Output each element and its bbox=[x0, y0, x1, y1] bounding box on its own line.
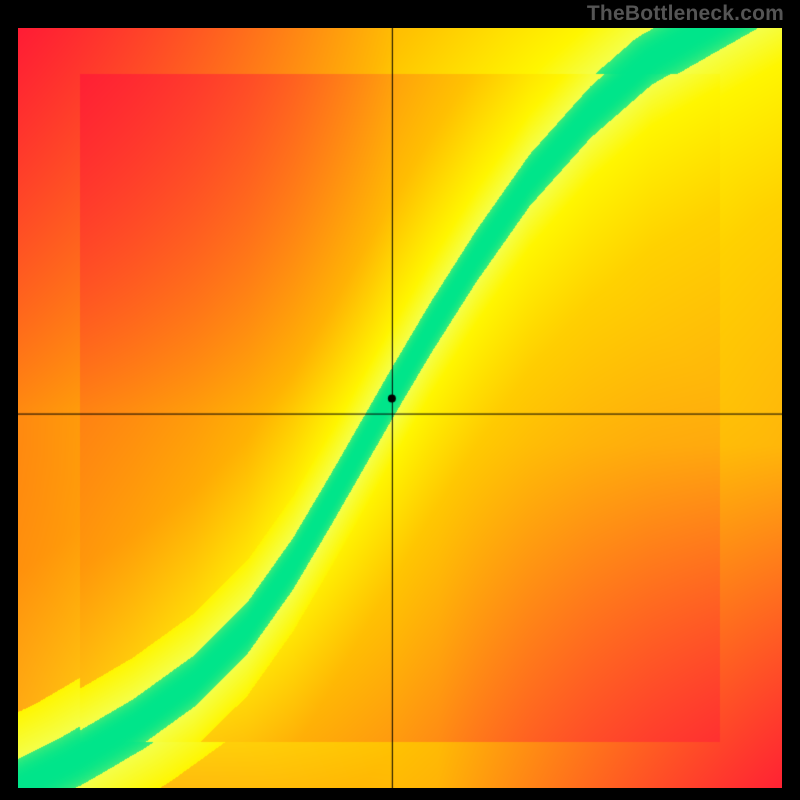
bottleneck-heatmap bbox=[18, 28, 782, 788]
watermark-text: TheBottleneck.com bbox=[587, 2, 784, 26]
chart-frame: TheBottleneck.com bbox=[0, 0, 800, 800]
